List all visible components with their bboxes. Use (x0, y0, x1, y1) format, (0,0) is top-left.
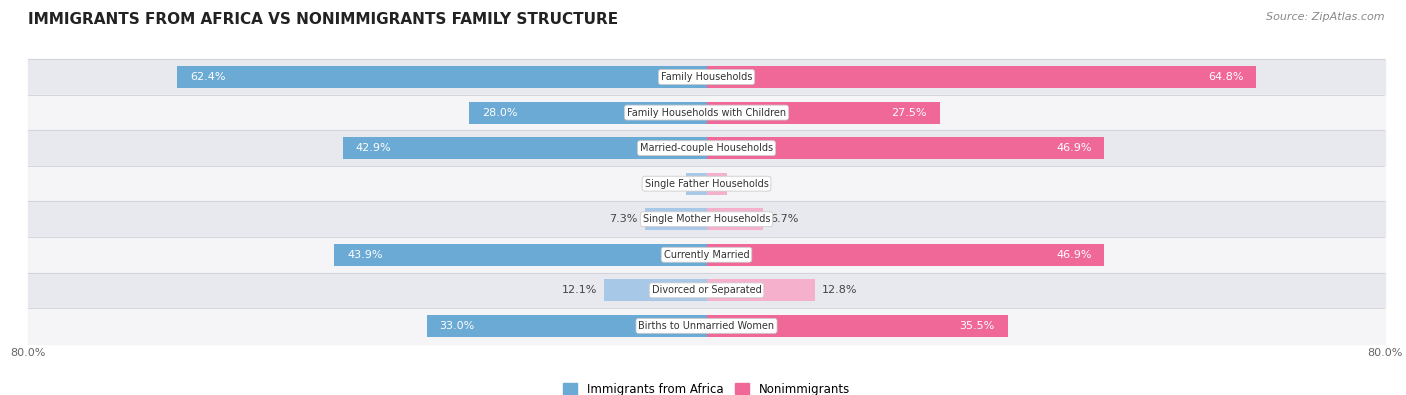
Bar (28, 201, 1385, 237)
Text: 27.5%: 27.5% (891, 107, 927, 118)
Text: 2.4%: 2.4% (651, 179, 679, 189)
Bar (707, 137, 1104, 159)
Text: 6.7%: 6.7% (770, 214, 799, 224)
Text: Married-couple Households: Married-couple Households (640, 143, 773, 153)
Bar (28, 308, 1385, 344)
Bar (686, 173, 707, 195)
Bar (177, 66, 707, 88)
Bar (707, 102, 939, 124)
Text: Currently Married: Currently Married (664, 250, 749, 260)
Bar (707, 315, 1008, 337)
Bar (707, 244, 1104, 266)
Text: 62.4%: 62.4% (190, 72, 225, 82)
Legend: Immigrants from Africa, Nonimmigrants: Immigrants from Africa, Nonimmigrants (558, 378, 855, 395)
Bar (426, 315, 707, 337)
Text: 43.9%: 43.9% (347, 250, 382, 260)
Bar (707, 279, 815, 301)
Bar (470, 102, 707, 124)
Text: Divorced or Separated: Divorced or Separated (651, 285, 762, 295)
Bar (28, 59, 1385, 95)
Text: 64.8%: 64.8% (1208, 72, 1243, 82)
Text: Family Households with Children: Family Households with Children (627, 107, 786, 118)
Bar (28, 273, 1385, 308)
Text: 35.5%: 35.5% (959, 321, 995, 331)
Text: Single Father Households: Single Father Households (644, 179, 769, 189)
Bar (335, 244, 707, 266)
Text: Single Mother Households: Single Mother Households (643, 214, 770, 224)
Bar (644, 208, 707, 230)
Bar (28, 130, 1385, 166)
Text: IMMIGRANTS FROM AFRICA VS NONIMMIGRANTS FAMILY STRUCTURE: IMMIGRANTS FROM AFRICA VS NONIMMIGRANTS … (28, 12, 619, 27)
Text: 2.4%: 2.4% (734, 179, 762, 189)
Bar (605, 279, 707, 301)
Bar (28, 95, 1385, 130)
Bar (707, 173, 727, 195)
Text: 7.3%: 7.3% (609, 214, 638, 224)
Text: 28.0%: 28.0% (482, 107, 517, 118)
Text: 33.0%: 33.0% (440, 321, 475, 331)
Text: 12.8%: 12.8% (823, 285, 858, 295)
Text: 12.1%: 12.1% (562, 285, 598, 295)
Bar (707, 66, 1256, 88)
Text: 46.9%: 46.9% (1056, 250, 1091, 260)
Text: Family Households: Family Households (661, 72, 752, 82)
Text: 46.9%: 46.9% (1056, 143, 1091, 153)
Text: 42.9%: 42.9% (356, 143, 391, 153)
Bar (28, 237, 1385, 273)
Bar (28, 166, 1385, 201)
Text: Source: ZipAtlas.com: Source: ZipAtlas.com (1267, 12, 1385, 22)
Bar (707, 208, 763, 230)
Text: Births to Unmarried Women: Births to Unmarried Women (638, 321, 775, 331)
Bar (343, 137, 707, 159)
